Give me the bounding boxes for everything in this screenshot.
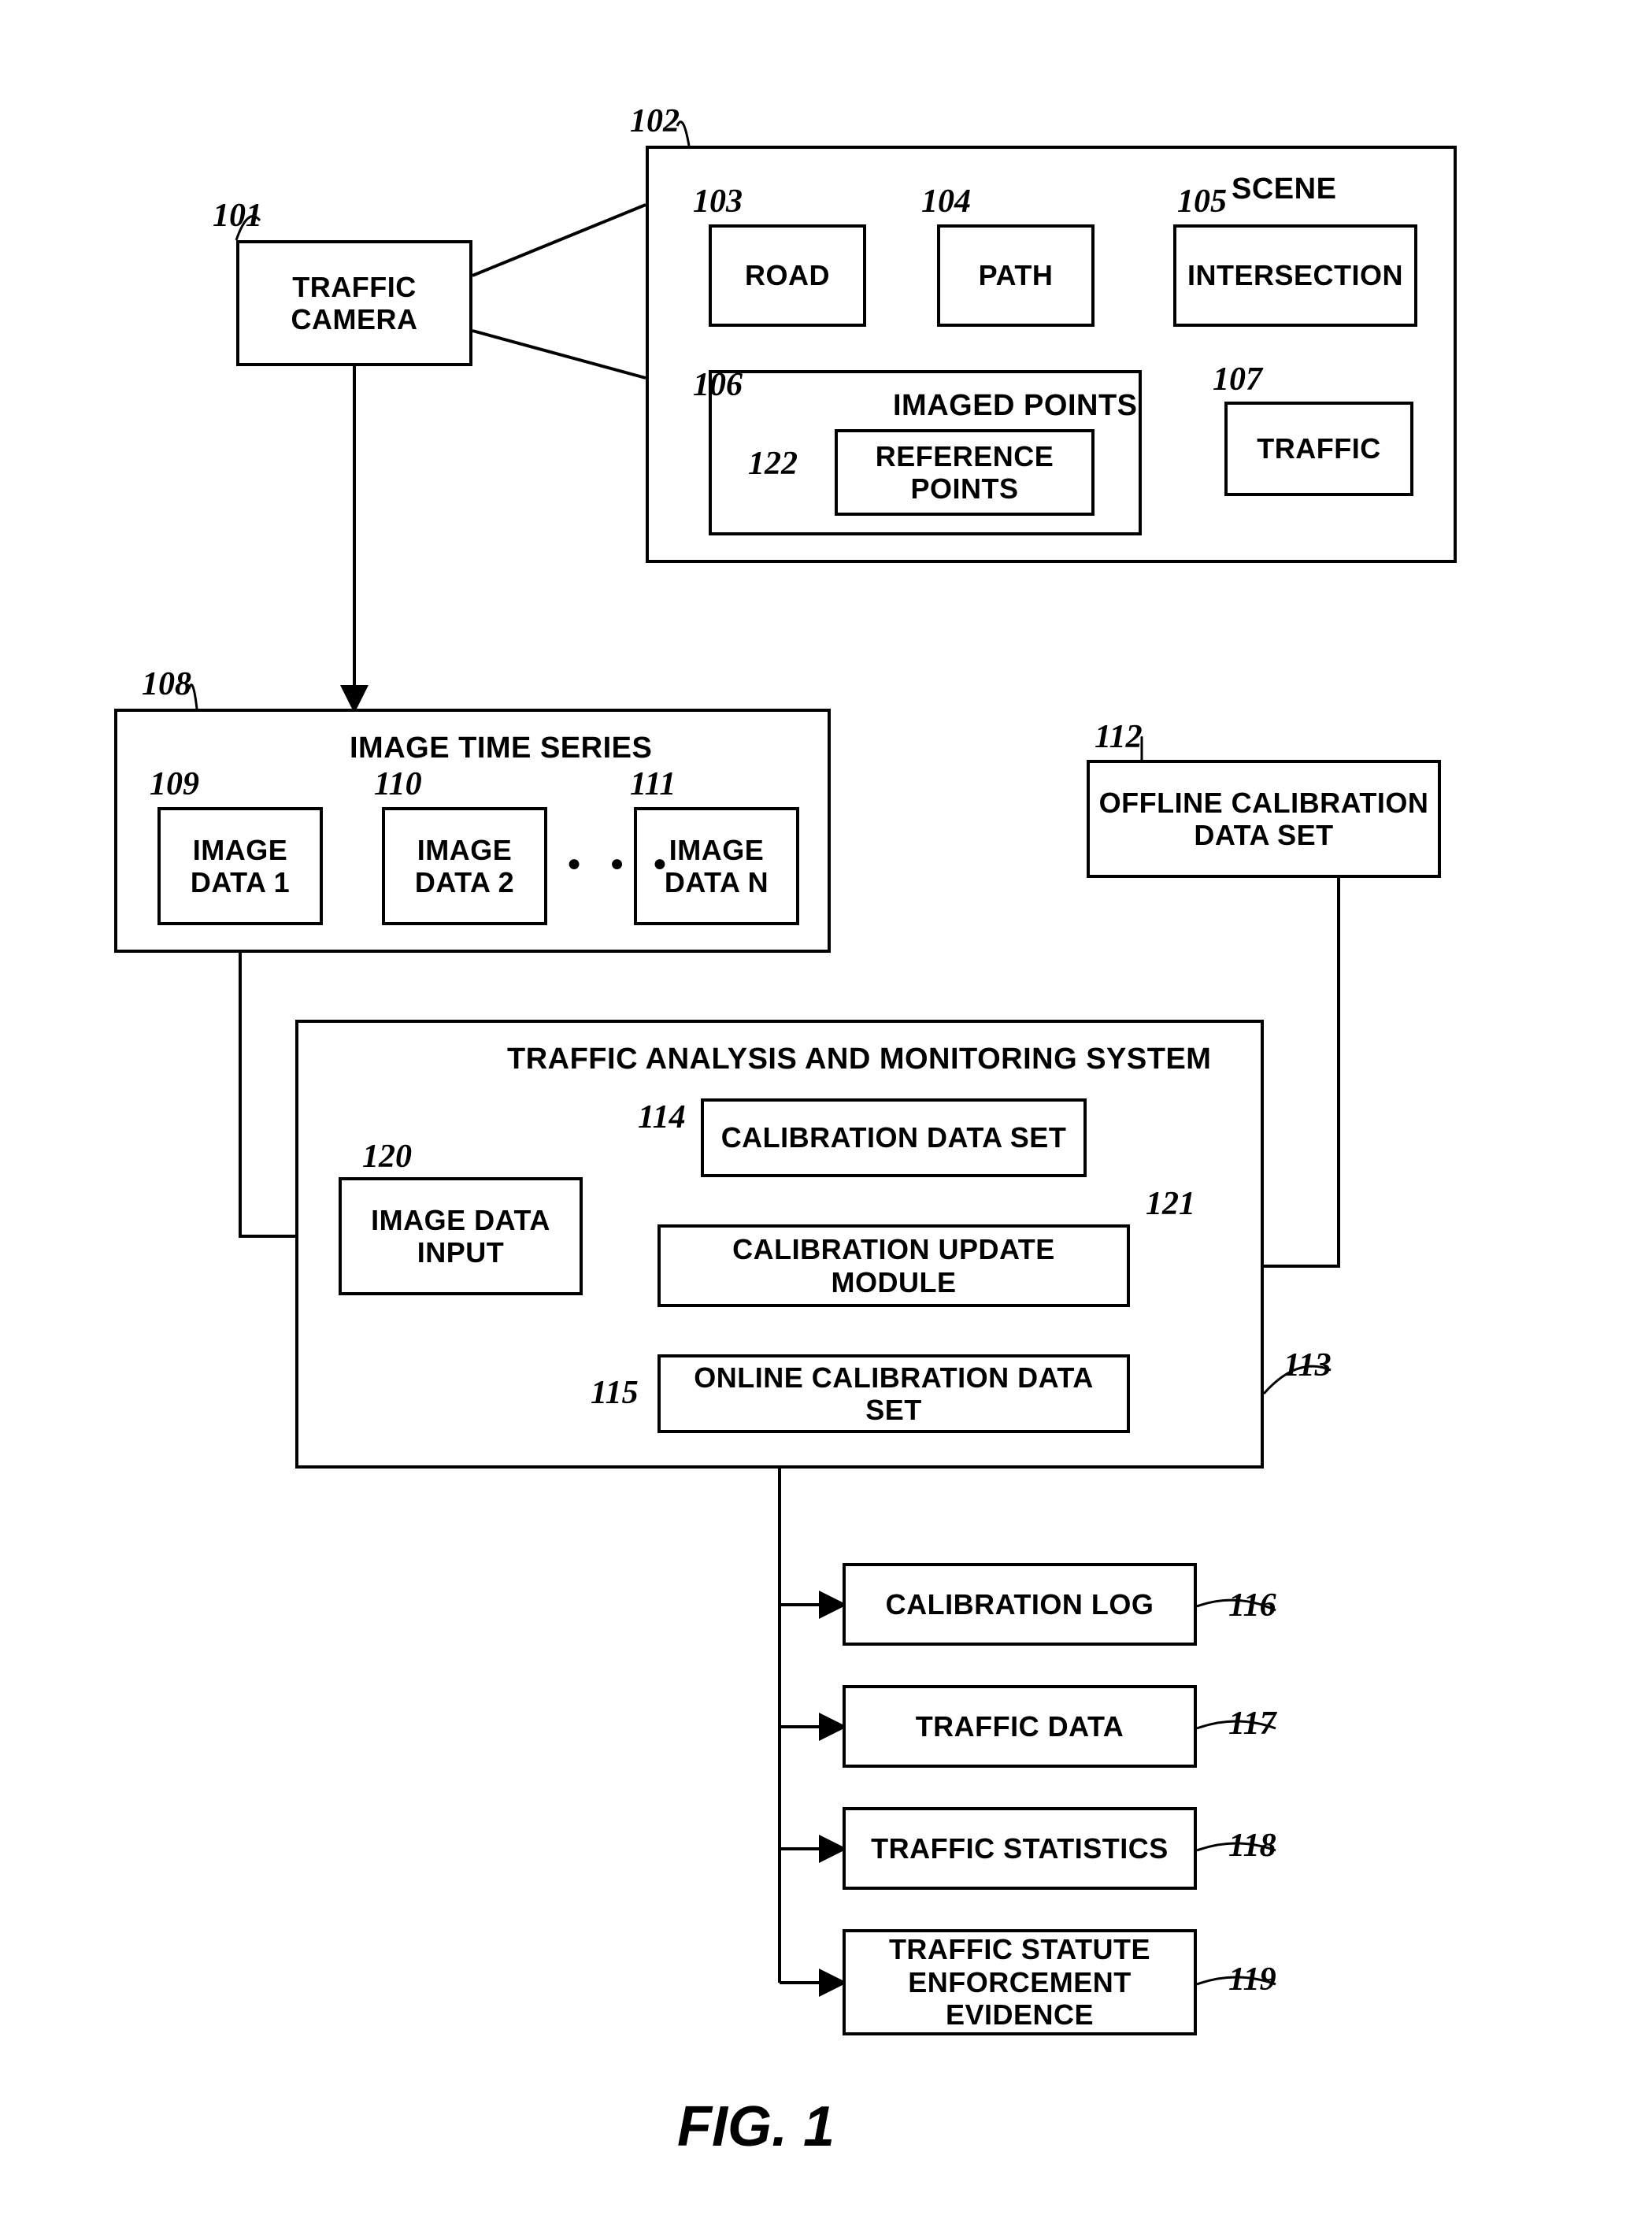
road-label: ROAD bbox=[745, 259, 830, 291]
intersection-label: INTERSECTION bbox=[1187, 259, 1403, 291]
calibration-log-label: CALIBRATION LOG bbox=[886, 1588, 1154, 1620]
image-data-1-box: IMAGE DATA 1 bbox=[157, 807, 323, 925]
ref-number: 118 bbox=[1228, 1827, 1276, 1865]
image-data-1-label: IMAGE DATA 1 bbox=[169, 834, 312, 899]
ref-number: 109 bbox=[150, 765, 199, 803]
ref-number: 116 bbox=[1228, 1587, 1276, 1624]
ref-number: 120 bbox=[362, 1138, 412, 1176]
calibration-data-set-box: CALIBRATION DATA SET bbox=[701, 1098, 1087, 1177]
traffic-camera-box: TRAFFIC CAMERA bbox=[236, 240, 472, 366]
traffic-data-label: TRAFFIC DATA bbox=[916, 1710, 1124, 1743]
traffic-camera-label: TRAFFIC CAMERA bbox=[247, 271, 461, 336]
ref-number: 121 bbox=[1146, 1185, 1195, 1223]
ref-number: 103 bbox=[693, 183, 743, 220]
ref-number: 106 bbox=[693, 366, 743, 404]
image-time-series-title: IMAGE TIME SERIES bbox=[350, 732, 652, 765]
ref-number: 117 bbox=[1228, 1705, 1276, 1743]
ref-number: 110 bbox=[374, 765, 422, 803]
image-data-input-box: IMAGE DATA INPUT bbox=[339, 1177, 583, 1295]
ref-number: 111 bbox=[630, 765, 676, 803]
diagram-canvas: SCENE IMAGED POINTS IMAGE TIME SERIES TR… bbox=[0, 0, 1652, 2226]
calibration-data-set-label: CALIBRATION DATA SET bbox=[721, 1121, 1067, 1154]
imaged-points-title: IMAGED POINTS bbox=[893, 389, 1138, 423]
ref-number: 105 bbox=[1177, 183, 1227, 220]
offline-calibration-label: OFFLINE CALIBRATION DATA SET bbox=[1098, 787, 1430, 852]
traffic-label: TRAFFIC bbox=[1257, 432, 1380, 465]
offline-calibration-box: OFFLINE CALIBRATION DATA SET bbox=[1087, 760, 1441, 878]
ref-number: 108 bbox=[142, 665, 191, 703]
traffic-statistics-box: TRAFFIC STATISTICS bbox=[843, 1807, 1197, 1890]
image-data-2-label: IMAGE DATA 2 bbox=[393, 834, 536, 899]
online-calibration-box: ONLINE CALIBRATION DATA SET bbox=[657, 1354, 1130, 1433]
ref-number: 102 bbox=[630, 102, 680, 140]
traffic-box: TRAFFIC bbox=[1224, 402, 1413, 496]
ref-number: 101 bbox=[213, 197, 262, 235]
road-box: ROAD bbox=[709, 224, 866, 327]
ref-number: 104 bbox=[921, 183, 971, 220]
online-calibration-label: ONLINE CALIBRATION DATA SET bbox=[669, 1361, 1119, 1427]
path-box: PATH bbox=[937, 224, 1095, 327]
calibration-update-module-box: CALIBRATION UPDATE MODULE bbox=[657, 1224, 1130, 1307]
ref-number: 112 bbox=[1095, 718, 1143, 756]
ref-number: 107 bbox=[1213, 361, 1262, 398]
ref-number: 122 bbox=[748, 445, 798, 483]
reference-points-box: REFERENCE POINTS bbox=[835, 429, 1095, 516]
calibration-log-box: CALIBRATION LOG bbox=[843, 1563, 1197, 1646]
traffic-statistics-label: TRAFFIC STATISTICS bbox=[871, 1832, 1169, 1865]
traffic-statute-label: TRAFFIC STATUTE ENFORCEMENT EVIDENCE bbox=[854, 1933, 1186, 2031]
path-label: PATH bbox=[979, 259, 1054, 291]
traffic-system-title: TRAFFIC ANALYSIS AND MONITORING SYSTEM bbox=[507, 1043, 1211, 1076]
figure-label: FIG. 1 bbox=[677, 2095, 835, 2159]
traffic-statute-box: TRAFFIC STATUTE ENFORCEMENT EVIDENCE bbox=[843, 1929, 1197, 2035]
traffic-data-box: TRAFFIC DATA bbox=[843, 1685, 1197, 1768]
image-data-input-label: IMAGE DATA INPUT bbox=[350, 1204, 572, 1269]
calibration-update-module-label: CALIBRATION UPDATE MODULE bbox=[669, 1233, 1119, 1298]
image-data-2-box: IMAGE DATA 2 bbox=[382, 807, 547, 925]
ellipsis-icon: ● ● ● bbox=[567, 850, 678, 877]
ref-number: 115 bbox=[591, 1374, 639, 1412]
scene-title: SCENE bbox=[1232, 172, 1336, 206]
ref-number: 119 bbox=[1228, 1961, 1276, 1998]
intersection-box: INTERSECTION bbox=[1173, 224, 1417, 327]
ref-number: 113 bbox=[1283, 1346, 1332, 1384]
reference-points-label: REFERENCE POINTS bbox=[846, 440, 1083, 506]
ref-number: 114 bbox=[638, 1098, 686, 1136]
